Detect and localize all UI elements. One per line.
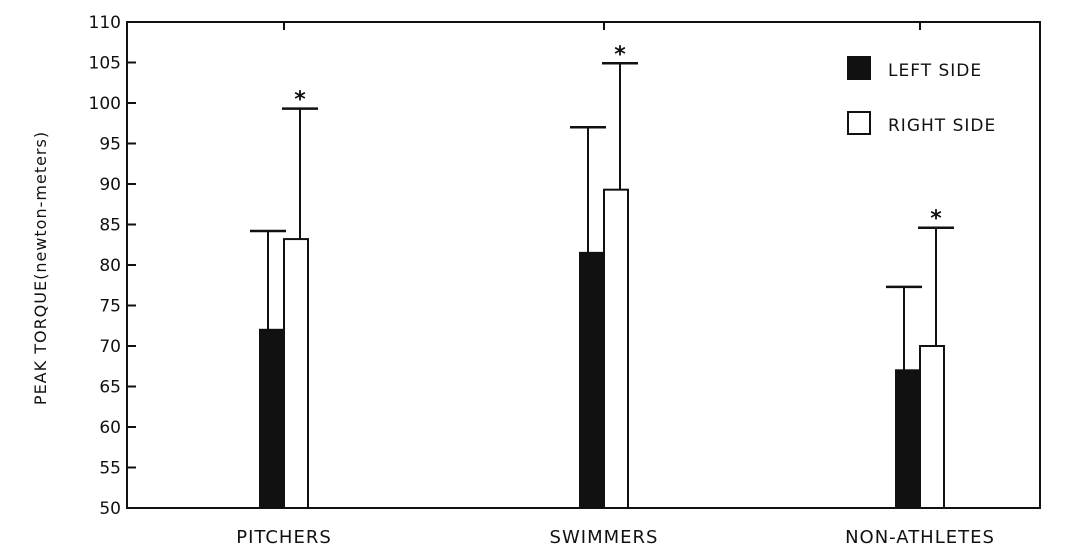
bar-right <box>919 345 945 509</box>
significance-marker: * <box>614 42 626 67</box>
y-tick-label: 90 <box>99 175 121 195</box>
y-tick-label: 100 <box>89 94 121 114</box>
x-tick-label: NON-ATHLETES <box>845 527 995 548</box>
significance-marker: * <box>294 88 306 113</box>
bar-left <box>895 369 921 509</box>
y-tick-label: 110 <box>89 13 121 33</box>
y-tick-label: 80 <box>99 256 121 276</box>
y-tick-label: 105 <box>89 54 121 74</box>
y-tick-label: 65 <box>99 378 121 398</box>
legend-label: LEFT SIDE <box>888 61 982 81</box>
y-tick-label: 75 <box>99 297 121 317</box>
y-tick-label: 70 <box>99 337 121 357</box>
y-tick-label: 50 <box>99 499 121 519</box>
y-tick-label: 60 <box>99 418 121 438</box>
legend-swatch-left <box>847 56 871 80</box>
bar-left <box>579 251 605 509</box>
x-tick-label: SWIMMERS <box>550 527 659 548</box>
significance-marker: * <box>930 207 942 232</box>
legend-label: RIGHT SIDE <box>888 116 996 136</box>
bar-left <box>259 328 285 509</box>
y-tick-label: 55 <box>99 459 121 479</box>
legend-swatch-right <box>847 111 871 135</box>
y-axis-title: PEAK TORQUE(newton-meters) <box>31 131 50 405</box>
y-tick-label: 85 <box>99 216 121 236</box>
bar-right <box>603 188 629 509</box>
y-tick-label: 95 <box>99 135 121 155</box>
x-tick-label: PITCHERS <box>236 527 332 548</box>
bar-right <box>283 238 309 510</box>
